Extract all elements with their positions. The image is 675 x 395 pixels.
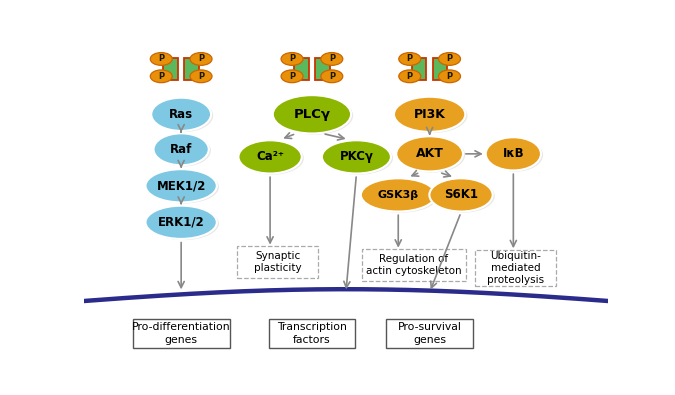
Text: P: P (446, 55, 452, 64)
Ellipse shape (394, 97, 465, 132)
Text: Pro-survival
genes: Pro-survival genes (398, 322, 462, 344)
Text: P: P (407, 72, 413, 81)
Text: PI3K: PI3K (414, 108, 446, 121)
FancyBboxPatch shape (294, 58, 308, 80)
FancyBboxPatch shape (238, 246, 319, 278)
Circle shape (151, 70, 172, 83)
Text: P: P (329, 72, 335, 81)
Text: P: P (158, 55, 164, 64)
Ellipse shape (146, 169, 217, 202)
Text: P: P (198, 72, 204, 81)
Text: P: P (289, 72, 295, 81)
Circle shape (321, 53, 343, 65)
Ellipse shape (156, 135, 211, 166)
FancyBboxPatch shape (163, 58, 178, 80)
FancyBboxPatch shape (269, 319, 355, 348)
Ellipse shape (322, 140, 391, 173)
Ellipse shape (148, 207, 219, 240)
Circle shape (399, 70, 421, 83)
Ellipse shape (396, 136, 463, 171)
Ellipse shape (238, 140, 302, 173)
Ellipse shape (324, 141, 393, 175)
Ellipse shape (240, 141, 304, 175)
Ellipse shape (153, 134, 209, 165)
Text: ERK1/2: ERK1/2 (158, 216, 205, 229)
Text: P: P (407, 55, 413, 64)
Text: IκB: IκB (502, 147, 524, 160)
FancyBboxPatch shape (362, 249, 466, 281)
Text: Ras: Ras (169, 108, 193, 121)
Ellipse shape (488, 139, 543, 172)
FancyBboxPatch shape (475, 250, 556, 286)
Text: P: P (329, 55, 335, 64)
Ellipse shape (361, 178, 435, 211)
Text: PLCγ: PLCγ (294, 108, 331, 121)
Ellipse shape (363, 179, 438, 213)
Ellipse shape (431, 179, 495, 213)
Circle shape (439, 53, 460, 65)
Circle shape (190, 53, 212, 65)
Circle shape (281, 70, 303, 83)
Ellipse shape (275, 96, 353, 135)
Text: Pro-differentiation
genes: Pro-differentiation genes (132, 322, 230, 344)
Text: Regulation of
actin cytoskeleton: Regulation of actin cytoskeleton (366, 254, 462, 276)
Text: S6K1: S6K1 (444, 188, 478, 201)
Ellipse shape (153, 99, 213, 132)
Circle shape (190, 70, 212, 83)
Text: Raf: Raf (170, 143, 192, 156)
Ellipse shape (398, 137, 465, 173)
Text: P: P (446, 72, 452, 81)
Text: Ca²⁺: Ca²⁺ (256, 150, 284, 164)
Text: P: P (289, 55, 295, 64)
Text: Synaptic
plasticity: Synaptic plasticity (254, 250, 302, 273)
FancyBboxPatch shape (387, 319, 472, 348)
Ellipse shape (429, 178, 493, 211)
Text: Ubiquitin-
mediated
proteolysis: Ubiquitin- mediated proteolysis (487, 250, 545, 285)
Ellipse shape (148, 170, 219, 203)
Circle shape (439, 70, 460, 83)
FancyBboxPatch shape (412, 58, 427, 80)
Ellipse shape (273, 95, 351, 134)
Circle shape (281, 53, 303, 65)
Circle shape (321, 70, 343, 83)
Ellipse shape (151, 98, 211, 131)
FancyBboxPatch shape (433, 58, 448, 80)
Text: MEK1/2: MEK1/2 (157, 179, 206, 192)
Circle shape (151, 53, 172, 65)
Text: GSK3β: GSK3β (378, 190, 418, 200)
FancyBboxPatch shape (315, 58, 329, 80)
Ellipse shape (146, 206, 217, 239)
Text: P: P (158, 72, 164, 81)
Circle shape (399, 53, 421, 65)
Text: AKT: AKT (416, 147, 443, 160)
Ellipse shape (396, 98, 467, 133)
Text: Transcription
factors: Transcription factors (277, 322, 347, 344)
Ellipse shape (486, 137, 541, 171)
FancyBboxPatch shape (184, 58, 199, 80)
Text: P: P (198, 55, 204, 64)
FancyBboxPatch shape (133, 319, 230, 348)
Text: PKCγ: PKCγ (340, 150, 373, 164)
